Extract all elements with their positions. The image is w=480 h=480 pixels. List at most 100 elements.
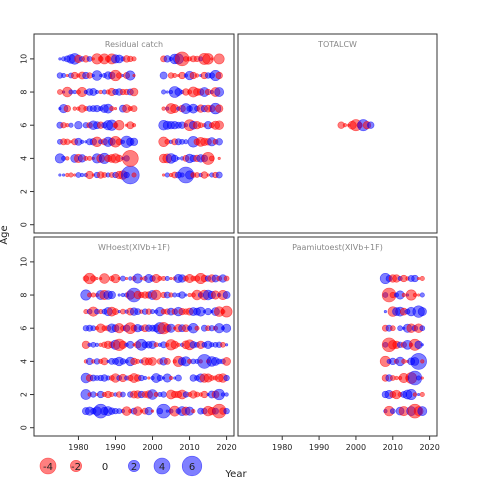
y-axis-title: Age [0,225,10,244]
bubble-point [222,291,231,299]
x-axis-title: Year [224,469,247,480]
bubble-point [159,71,168,80]
bubble-point [165,90,169,94]
bubble-point [58,57,62,61]
bubble-point [168,375,174,381]
bubble-point [68,89,74,95]
legend-label: -4 [43,462,53,473]
legend-item: 0 [102,462,108,473]
bubble-point [417,307,427,317]
bubble-point [401,358,407,364]
bubble-point [217,156,221,160]
bubble-point [143,375,148,381]
panel-title: TOTALCW [317,40,357,49]
bubble-point [389,408,396,414]
y-tick-label: 6 [20,123,29,128]
bubble-point [80,139,85,144]
bubble-point [95,276,99,281]
legend: -4 -2 0 2 4 6 [39,455,203,477]
bubble-point [150,309,155,315]
bubble-point [184,293,188,297]
bubble-point [121,165,140,185]
panel-frame [33,33,235,234]
bubble-point [99,273,110,284]
x-tick-label: 2010 [383,443,403,452]
panel-frame [237,33,438,234]
bubble-point [80,172,85,178]
bubble-point [183,139,189,145]
legend-bubble [128,460,140,472]
bubble-point [129,137,139,146]
panel-frame [33,236,235,437]
bubble-point [420,343,424,347]
bubble-point [64,138,71,145]
bubble-point [208,155,215,162]
bubble-point [148,357,157,366]
bubble-point [191,409,196,414]
bubble-point [164,172,170,178]
bubble-point [394,375,399,381]
bubble-point [220,392,225,397]
legend-item: 4 [153,457,171,475]
panel-title: Residual catch [105,40,163,49]
legend-item: 2 [128,460,140,473]
legend-label: 4 [159,462,165,473]
bubble-point [215,138,223,146]
bubble-point [420,376,424,380]
bubble-point [206,173,210,177]
bubble-point [417,276,421,281]
legend-bubble [70,460,82,472]
y-tick-label: 8 [20,89,29,94]
bubble-point [215,71,223,80]
bubble-point [401,292,406,298]
bubble-point [223,374,230,382]
bubble-point [210,57,214,61]
bubble-point [109,392,115,397]
bubble-point [417,293,421,297]
legend-label: -2 [71,462,81,473]
bubble-point [410,353,427,370]
bubble-point [74,121,83,130]
bubbles [80,272,233,419]
bubble-point [220,341,226,348]
bubble-point [416,375,422,381]
bubble-point [224,392,229,397]
bubble-point [223,407,230,415]
bubble-point [135,358,141,364]
bubble-point [172,292,178,298]
bubble-point [214,120,224,130]
bubble-point [113,119,125,131]
bubble-point [107,290,116,300]
legend-item: 6 [181,455,203,477]
bubble-point [90,292,96,298]
bubble-point [222,357,231,366]
bubble-point [383,310,387,314]
bubble-point [419,392,425,397]
bubble-point [116,72,123,79]
bubble-point [57,89,63,95]
bubble-point [412,392,417,397]
bubble-point [420,359,425,364]
bubble-point [130,105,138,112]
bubble-point [125,276,129,281]
bubble-point [65,156,70,161]
bubble-point [215,171,223,179]
bubble-point [225,343,229,347]
bubble-point [117,293,121,297]
bubble-point [222,323,232,333]
bubble-point [63,104,71,113]
bubble-point [113,107,118,111]
panel-title: Paamiutoest(XIVb+1F) [292,243,383,252]
bubble-point [220,305,233,318]
bubble-point [417,392,421,397]
legend-label: 0 [102,462,108,473]
bubble-point [131,172,137,178]
x-tick-label: 1990 [105,443,125,452]
bubble-point [122,150,139,167]
legend-label: 6 [189,462,195,473]
panels: Residual catch 0 2 4 6 8 10 TOTALCW WHoest(XIVb+… [20,33,440,452]
bubble-point [214,87,225,97]
bubble-point [176,342,181,347]
panel-3: WHoest(XIVb+1F) 0 2 4 6 8 10 1980 1990 2000 2010 20… [20,236,237,452]
